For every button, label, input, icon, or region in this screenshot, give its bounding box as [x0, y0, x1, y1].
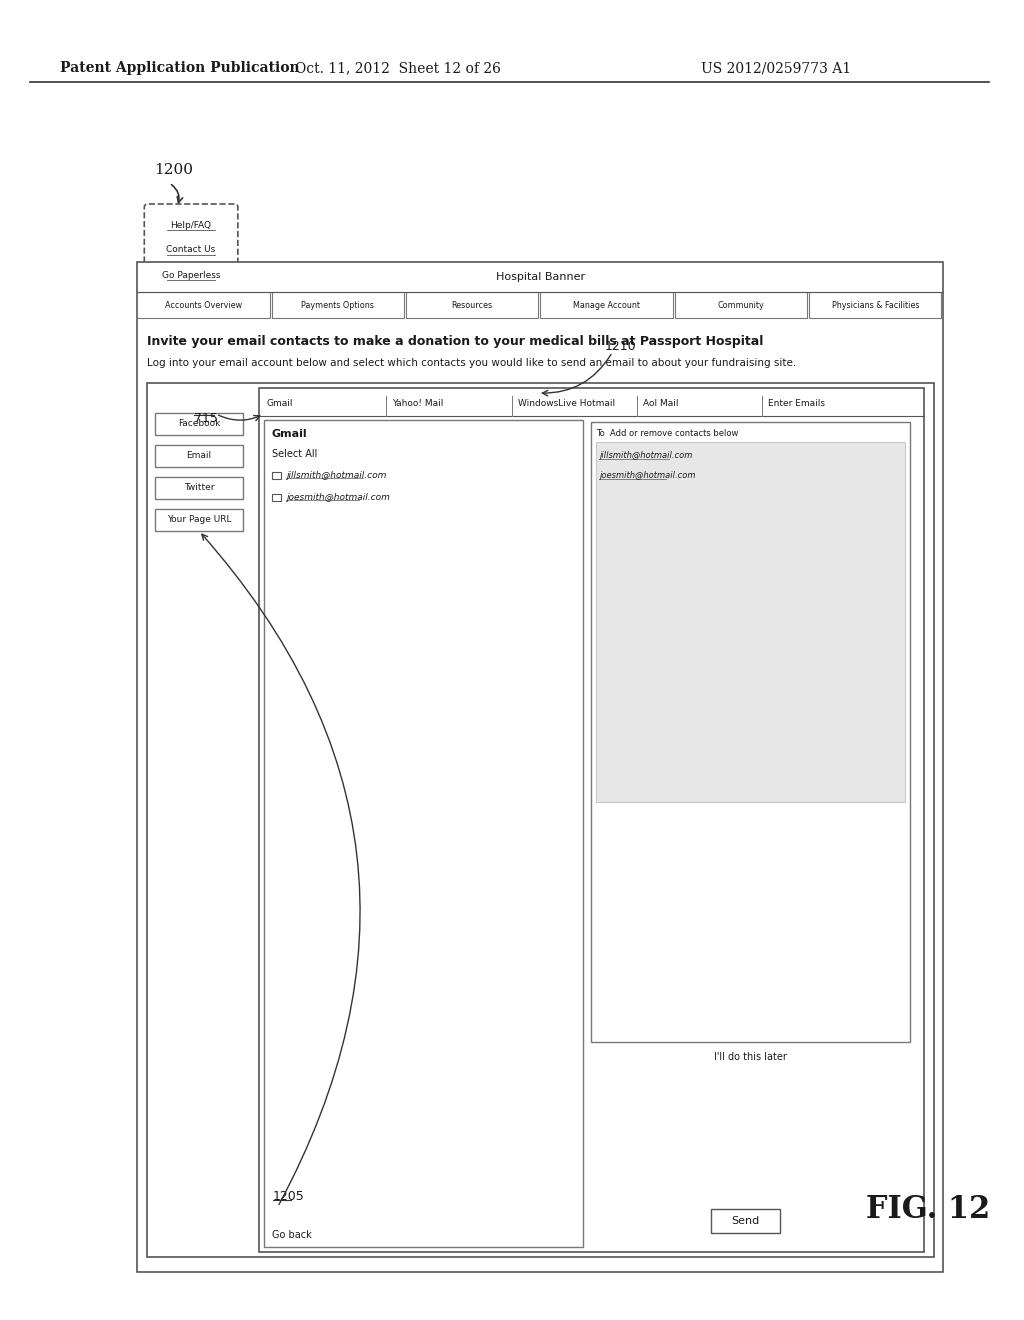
Text: Invite your email contacts to make a donation to your medical bills at Passport : Invite your email contacts to make a don…: [147, 335, 764, 348]
Text: Payments Options: Payments Options: [301, 301, 375, 309]
Text: WindowsLive Hotmail: WindowsLive Hotmail: [517, 400, 614, 408]
Bar: [271, 292, 404, 318]
Text: Help/FAQ: Help/FAQ: [171, 220, 212, 230]
Text: Gmail: Gmail: [271, 429, 307, 440]
Bar: [137, 292, 269, 318]
Text: US 2012/0259773 A1: US 2012/0259773 A1: [701, 61, 851, 75]
Bar: [809, 292, 941, 318]
Text: Oct. 11, 2012  Sheet 12 of 26: Oct. 11, 2012 Sheet 12 of 26: [295, 61, 501, 75]
Text: Email: Email: [186, 451, 212, 461]
FancyBboxPatch shape: [144, 205, 238, 298]
Text: Manage Account: Manage Account: [573, 301, 640, 309]
Bar: [156, 510, 243, 531]
Text: Twitter: Twitter: [183, 483, 214, 492]
Text: Hospital Banner: Hospital Banner: [496, 272, 585, 282]
Text: 1210: 1210: [604, 339, 636, 352]
Text: Resources: Resources: [452, 301, 493, 309]
Bar: [541, 292, 673, 318]
Text: Your Page URL: Your Page URL: [167, 516, 231, 524]
Text: 1200: 1200: [155, 162, 194, 177]
Text: Yahoo! Mail: Yahoo! Mail: [392, 400, 443, 408]
Text: I'll do this later: I'll do this later: [715, 1052, 787, 1063]
Bar: [675, 292, 807, 318]
Bar: [156, 477, 243, 499]
Text: 1205: 1205: [272, 1191, 304, 1204]
Text: joesmith@hotmail.com: joesmith@hotmail.com: [286, 492, 389, 502]
Text: Aol Mail: Aol Mail: [643, 400, 679, 408]
Bar: [271, 494, 281, 502]
Text: 715: 715: [195, 412, 218, 425]
Text: jillsmith@hotmail.com: jillsmith@hotmail.com: [286, 470, 386, 479]
Bar: [156, 445, 243, 467]
Text: Community: Community: [718, 301, 764, 309]
Text: Log into your email account below and select which contacts you would like to se: Log into your email account below and se…: [147, 358, 797, 368]
Bar: [264, 420, 583, 1247]
Bar: [591, 422, 910, 1043]
Text: Select All: Select All: [271, 449, 317, 459]
Text: jillsmith@hotmail.com: jillsmith@hotmail.com: [600, 451, 693, 461]
Text: Send: Send: [731, 1216, 760, 1226]
Bar: [259, 388, 924, 1251]
Text: Accounts Overview: Accounts Overview: [165, 301, 242, 309]
Text: Gmail: Gmail: [266, 400, 293, 408]
Text: joesmith@hotmail.com: joesmith@hotmail.com: [600, 471, 696, 480]
Bar: [271, 473, 281, 479]
Bar: [407, 292, 539, 318]
Text: Physicians & Facilities: Physicians & Facilities: [831, 301, 920, 309]
Bar: [137, 261, 943, 1272]
Text: Patent Application Publication: Patent Application Publication: [59, 61, 299, 75]
Bar: [596, 442, 905, 801]
Text: FIG. 12: FIG. 12: [866, 1195, 990, 1225]
Text: Facebook: Facebook: [178, 420, 220, 429]
Text: To  Add or remove contacts below: To Add or remove contacts below: [596, 429, 738, 438]
Bar: [711, 1209, 780, 1233]
Text: Contact Us: Contact Us: [167, 246, 216, 255]
Text: Enter Emails: Enter Emails: [768, 400, 825, 408]
Bar: [147, 383, 934, 1257]
Text: Go Paperless: Go Paperless: [162, 271, 220, 280]
Text: Go back: Go back: [271, 1230, 311, 1239]
Bar: [156, 413, 243, 436]
